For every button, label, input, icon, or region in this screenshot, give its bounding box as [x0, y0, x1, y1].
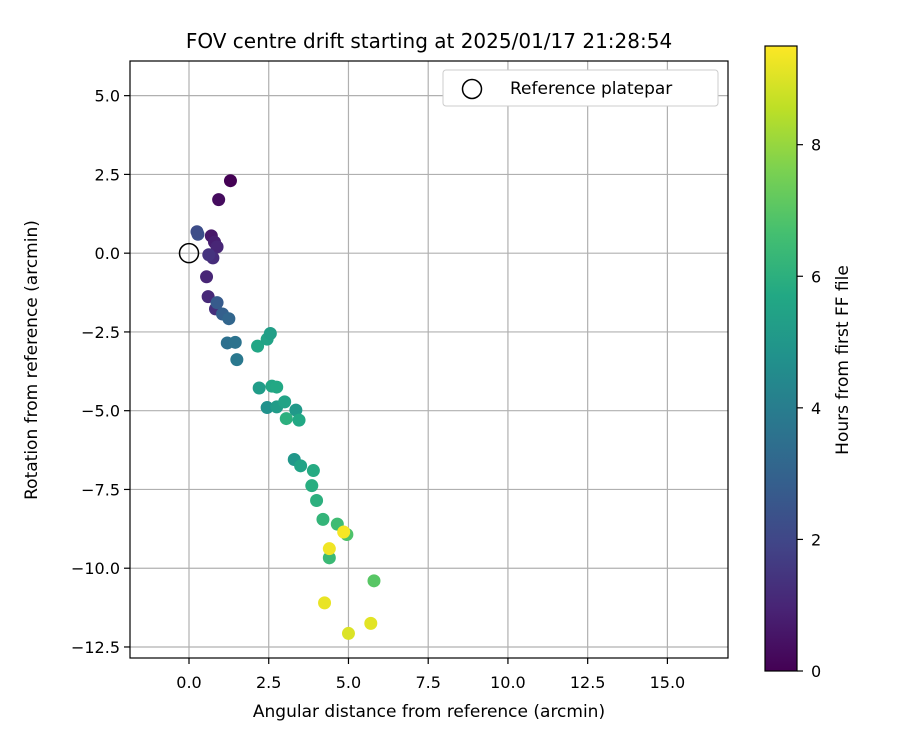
- data-point: [252, 381, 266, 395]
- x-axis-label: Angular distance from reference (arcmin): [253, 702, 605, 722]
- y-tick-label: −12.5: [71, 638, 120, 657]
- colorbar-tick-label: 8: [811, 136, 821, 155]
- chart-title: FOV centre drift starting at 2025/01/17 …: [186, 29, 672, 53]
- colorbar: 0 2 4 6 8 Hours from first FF file: [764, 45, 853, 681]
- x-tick-label: 2.5: [256, 673, 281, 692]
- data-point: [305, 479, 319, 493]
- data-point: [367, 574, 381, 588]
- data-point: [230, 353, 244, 367]
- data-point: [212, 193, 226, 207]
- x-tick-label: 0.0: [176, 673, 201, 692]
- data-point: [364, 616, 378, 630]
- data-point: [270, 380, 284, 394]
- colorbar-tick-label: 4: [811, 399, 821, 418]
- colorbar-ticks: 0 2 4 6 8: [797, 136, 821, 681]
- data-points: [190, 174, 381, 640]
- data-point: [200, 270, 214, 284]
- data-point: [306, 464, 320, 478]
- y-tick-label: 2.5: [95, 165, 120, 184]
- data-point: [289, 403, 303, 417]
- data-point: [223, 174, 237, 188]
- data-point: [278, 395, 292, 409]
- data-point: [210, 296, 224, 310]
- legend-label: Reference platepar: [510, 79, 672, 99]
- data-point: [279, 412, 293, 426]
- data-point: [260, 401, 274, 415]
- y-axis-ticks: 5.0 2.5 0.0 −2.5 −5.0 −7.5 −10.0 −12.5: [71, 87, 130, 657]
- legend-marker-reference-icon: [461, 78, 483, 100]
- data-point: [341, 626, 355, 640]
- colorbar-tick-label: 6: [811, 267, 821, 286]
- data-point: [310, 493, 324, 507]
- data-point: [318, 596, 332, 610]
- y-tick-label: −5.0: [81, 402, 120, 421]
- x-tick-label: 15.0: [650, 673, 686, 692]
- y-axis-label: Rotation from reference (arcmin): [22, 220, 42, 500]
- colorbar-gradient: [764, 45, 798, 672]
- data-point: [322, 542, 336, 556]
- data-point: [263, 327, 277, 341]
- legend: Reference platepar: [442, 69, 719, 107]
- y-tick-label: −7.5: [81, 480, 120, 499]
- colorbar-tick-label: 0: [811, 662, 821, 681]
- data-point: [228, 335, 242, 349]
- x-axis-ticks: 0.0 2.5 5.0 7.5 10.0 12.5 15.0: [176, 658, 685, 692]
- data-point: [190, 225, 204, 239]
- reference-marker-group: [178, 242, 200, 264]
- plot-frame: [129, 60, 729, 659]
- data-point: [322, 551, 336, 565]
- x-tick-label: 5.0: [336, 673, 361, 692]
- x-tick-label: 12.5: [570, 673, 606, 692]
- data-point: [294, 459, 308, 473]
- data-point: [292, 413, 306, 427]
- data-point: [251, 339, 265, 353]
- colorbar-label: Hours from first FF file: [833, 265, 853, 455]
- y-tick-label: 5.0: [95, 87, 120, 106]
- data-point: [210, 240, 224, 254]
- x-tick-label: 7.5: [415, 673, 440, 692]
- colorbar-tick-label: 2: [811, 530, 821, 549]
- y-tick-label: −2.5: [81, 323, 120, 342]
- data-point: [316, 512, 330, 526]
- y-tick-label: −10.0: [71, 559, 120, 578]
- data-point: [202, 248, 216, 262]
- y-tick-label: 0.0: [95, 244, 120, 263]
- reference-platepar-marker: [178, 242, 200, 264]
- data-point: [337, 525, 351, 539]
- x-tick-label: 10.0: [490, 673, 526, 692]
- data-point: [222, 312, 236, 326]
- legend-box: [442, 69, 719, 107]
